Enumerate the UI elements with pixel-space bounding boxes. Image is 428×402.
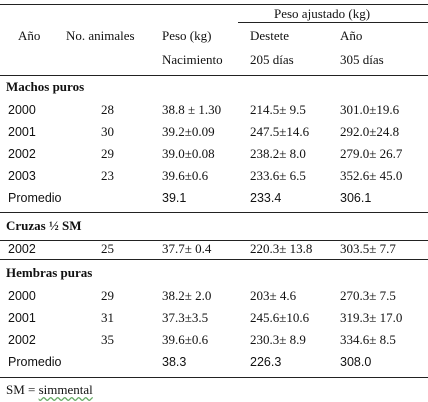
- weaning-cell: 245.6±10.6: [250, 310, 310, 325]
- column-header: Peso (kg): [162, 28, 212, 43]
- column-header: Año: [340, 28, 363, 43]
- count-cell: 28: [101, 102, 114, 117]
- adjusted-cell: 292.0±24.8: [340, 124, 400, 139]
- column-header: No. animales: [66, 28, 135, 43]
- section-title: Cruzas ½ SM: [6, 218, 82, 233]
- rule: [0, 212, 428, 213]
- birth-cell: 39.6±0.6: [162, 168, 209, 183]
- rule: [0, 75, 428, 76]
- rule: [0, 377, 428, 378]
- column-header: Año: [18, 28, 41, 43]
- footnote-term: simmental: [38, 382, 93, 397]
- average-weaning: 226.3: [250, 355, 282, 369]
- adjusted-cell: 279.0± 26.7: [340, 146, 403, 161]
- group-header: Peso ajustado (kg): [274, 6, 371, 21]
- adjusted-cell: 301.0±19.6: [340, 102, 400, 117]
- rule: [238, 22, 428, 23]
- weaning-cell: 214.5± 9.5: [250, 102, 306, 117]
- year-cell: 2002: [8, 333, 36, 347]
- birth-cell: 39.0±0.08: [162, 146, 215, 161]
- weaning-cell: 233.6± 6.5: [250, 168, 306, 183]
- average-weaning: 233.4: [250, 191, 282, 205]
- weaning-cell: 247.5±14.6: [250, 124, 310, 139]
- section-title: Machos puros: [6, 79, 85, 94]
- column-subheader: 205 días: [250, 52, 294, 67]
- average-birth: 38.3: [162, 355, 187, 369]
- average-adjusted: 308.0: [340, 355, 372, 369]
- birth-cell: 38.2± 2.0: [162, 288, 212, 303]
- weaning-cell: 203± 4.6: [250, 288, 297, 303]
- year-cell: 2001: [8, 311, 36, 325]
- birth-cell: 37.3±3.5: [162, 310, 209, 325]
- column-header: Destete: [250, 28, 289, 43]
- rule: [0, 4, 428, 5]
- weaning-cell: 230.3± 8.9: [250, 332, 306, 347]
- birth-cell: 39.6±0.6: [162, 332, 209, 347]
- count-cell: 29: [101, 288, 114, 303]
- average-adjusted: 306.1: [340, 191, 372, 205]
- adjusted-cell: 270.3± 7.5: [340, 288, 396, 303]
- weaning-cell: 220.3± 13.8: [250, 241, 313, 256]
- rule: [0, 240, 428, 241]
- count-cell: 31: [101, 310, 114, 325]
- year-cell: 2002: [8, 242, 36, 256]
- average-label: Promedio: [8, 191, 62, 205]
- adjusted-cell: 352.6± 45.0: [340, 168, 403, 183]
- average-birth: 39.1: [162, 191, 187, 205]
- footnote-abbr: SM =: [6, 382, 39, 397]
- average-label: Promedio: [8, 355, 62, 369]
- birth-cell: 37.7± 0.4: [162, 241, 212, 256]
- count-cell: 30: [101, 124, 114, 139]
- count-cell: 35: [101, 332, 114, 347]
- year-cell: 2002: [8, 147, 36, 161]
- section-title: Hembras puras: [6, 265, 93, 280]
- rule: [0, 259, 428, 260]
- adjusted-cell: 303.5± 7.7: [340, 241, 396, 256]
- column-subheader: Nacimiento: [162, 52, 223, 67]
- birth-cell: 39.2±0.09: [162, 124, 215, 139]
- year-cell: 2003: [8, 169, 36, 183]
- year-cell: 2000: [8, 289, 36, 303]
- column-subheader: 305 días: [340, 52, 384, 67]
- count-cell: 29: [101, 146, 114, 161]
- count-cell: 23: [101, 168, 114, 183]
- adjusted-cell: 319.3± 17.0: [340, 310, 403, 325]
- adjusted-cell: 334.6± 8.5: [340, 332, 396, 347]
- year-cell: 2001: [8, 125, 36, 139]
- count-cell: 25: [101, 241, 114, 256]
- year-cell: 2000: [8, 103, 36, 117]
- footnote: SM = simmental: [6, 382, 93, 398]
- birth-cell: 38.8 ± 1.30: [162, 102, 222, 117]
- weaning-cell: 238.2± 8.0: [250, 146, 306, 161]
